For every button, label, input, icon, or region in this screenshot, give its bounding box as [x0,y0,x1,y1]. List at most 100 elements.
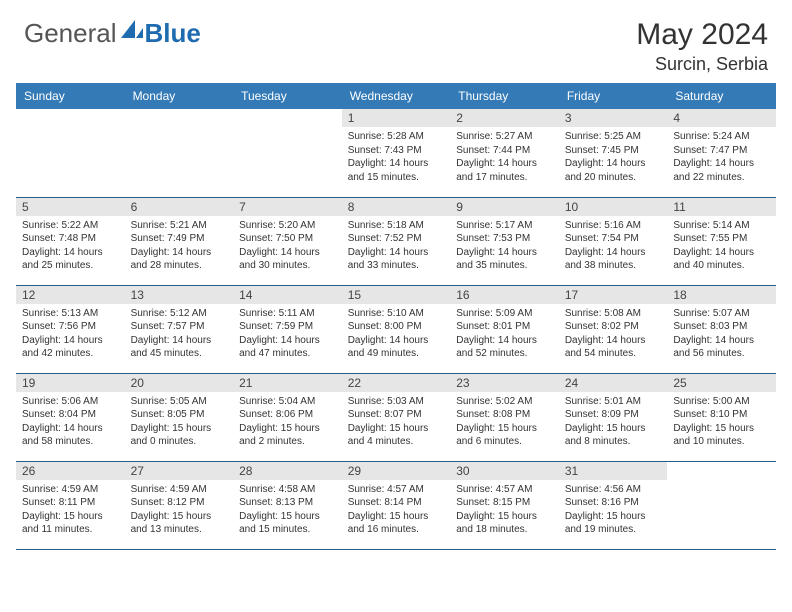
sunset-line: Sunset: 7:44 PM [456,144,553,158]
calendar-day-cell: 9Sunrise: 5:17 AMSunset: 7:53 PMDaylight… [450,197,559,285]
month-year: May 2024 [636,18,768,52]
calendar-week-row: 5Sunrise: 5:22 AMSunset: 7:48 PMDaylight… [16,197,776,285]
sunset-line: Sunset: 7:57 PM [131,320,228,334]
daylight-line: and 38 minutes. [565,259,662,273]
sunset-line: Sunset: 8:07 PM [348,408,445,422]
calendar-day-cell: 30Sunrise: 4:57 AMSunset: 8:15 PMDayligh… [450,461,559,549]
day-number: 17 [559,286,668,304]
day-content: Sunrise: 5:13 AMSunset: 7:56 PMDaylight:… [16,304,125,365]
daylight-line: and 18 minutes. [456,523,553,537]
daylight-line: Daylight: 15 hours [673,422,770,436]
calendar-day-cell: 2Sunrise: 5:27 AMSunset: 7:44 PMDaylight… [450,109,559,197]
daylight-line: and 28 minutes. [131,259,228,273]
sail-icon [121,20,143,38]
day-content: Sunrise: 4:57 AMSunset: 8:15 PMDaylight:… [450,480,559,541]
sunrise-line: Sunrise: 5:12 AM [131,307,228,321]
daylight-line: and 40 minutes. [673,259,770,273]
sunrise-line: Sunrise: 5:09 AM [456,307,553,321]
logo-text-general: General [24,18,117,49]
daylight-line: Daylight: 14 hours [456,157,553,171]
daylight-line: and 33 minutes. [348,259,445,273]
sunset-line: Sunset: 7:48 PM [22,232,119,246]
sunrise-line: Sunrise: 4:57 AM [348,483,445,497]
day-number: 3 [559,109,668,127]
daylight-line: Daylight: 15 hours [239,510,336,524]
daylight-line: and 42 minutes. [22,347,119,361]
day-number [125,109,234,127]
weekday-header: Wednesday [342,83,451,109]
daylight-line: Daylight: 15 hours [456,510,553,524]
sunset-line: Sunset: 8:15 PM [456,496,553,510]
day-content: Sunrise: 5:01 AMSunset: 8:09 PMDaylight:… [559,392,668,453]
day-content: Sunrise: 5:28 AMSunset: 7:43 PMDaylight:… [342,127,451,188]
sunrise-line: Sunrise: 5:20 AM [239,219,336,233]
sunset-line: Sunset: 7:59 PM [239,320,336,334]
day-content: Sunrise: 5:04 AMSunset: 8:06 PMDaylight:… [233,392,342,453]
day-number: 18 [667,286,776,304]
calendar-day-cell: 15Sunrise: 5:10 AMSunset: 8:00 PMDayligh… [342,285,451,373]
daylight-line: and 22 minutes. [673,171,770,185]
daylight-line: Daylight: 15 hours [565,422,662,436]
day-content: Sunrise: 5:27 AMSunset: 7:44 PMDaylight:… [450,127,559,188]
daylight-line: and 15 minutes. [348,171,445,185]
day-content: Sunrise: 5:14 AMSunset: 7:55 PMDaylight:… [667,216,776,277]
sunrise-line: Sunrise: 5:28 AM [348,130,445,144]
sunset-line: Sunset: 8:08 PM [456,408,553,422]
day-number: 25 [667,374,776,392]
sunrise-line: Sunrise: 5:11 AM [239,307,336,321]
calendar-day-cell: 24Sunrise: 5:01 AMSunset: 8:09 PMDayligh… [559,373,668,461]
sunrise-line: Sunrise: 4:58 AM [239,483,336,497]
day-content: Sunrise: 5:06 AMSunset: 8:04 PMDaylight:… [16,392,125,453]
calendar-day-cell: 17Sunrise: 5:08 AMSunset: 8:02 PMDayligh… [559,285,668,373]
sunrise-line: Sunrise: 5:08 AM [565,307,662,321]
daylight-line: and 4 minutes. [348,435,445,449]
sunrise-line: Sunrise: 5:16 AM [565,219,662,233]
day-content: Sunrise: 5:10 AMSunset: 8:00 PMDaylight:… [342,304,451,365]
daylight-line: Daylight: 14 hours [22,334,119,348]
day-number: 8 [342,198,451,216]
sunset-line: Sunset: 8:16 PM [565,496,662,510]
sunset-line: Sunset: 7:54 PM [565,232,662,246]
calendar-day-cell: 25Sunrise: 5:00 AMSunset: 8:10 PMDayligh… [667,373,776,461]
sunrise-line: Sunrise: 5:01 AM [565,395,662,409]
day-number: 27 [125,462,234,480]
sunrise-line: Sunrise: 4:59 AM [131,483,228,497]
sunrise-line: Sunrise: 5:25 AM [565,130,662,144]
daylight-line: and 30 minutes. [239,259,336,273]
day-number: 6 [125,198,234,216]
calendar-day-cell: 28Sunrise: 4:58 AMSunset: 8:13 PMDayligh… [233,461,342,549]
daylight-line: Daylight: 15 hours [456,422,553,436]
sunrise-line: Sunrise: 5:07 AM [673,307,770,321]
daylight-line: Daylight: 14 hours [673,334,770,348]
sunset-line: Sunset: 8:00 PM [348,320,445,334]
day-number: 2 [450,109,559,127]
calendar-table: SundayMondayTuesdayWednesdayThursdayFrid… [16,83,776,550]
day-number: 24 [559,374,668,392]
daylight-line: and 13 minutes. [131,523,228,537]
calendar-day-cell: 27Sunrise: 4:59 AMSunset: 8:12 PMDayligh… [125,461,234,549]
daylight-line: Daylight: 15 hours [22,510,119,524]
sunrise-line: Sunrise: 4:57 AM [456,483,553,497]
sunrise-line: Sunrise: 5:04 AM [239,395,336,409]
day-number: 26 [16,462,125,480]
daylight-line: and 49 minutes. [348,347,445,361]
day-number: 23 [450,374,559,392]
calendar-day-cell: 26Sunrise: 4:59 AMSunset: 8:11 PMDayligh… [16,461,125,549]
daylight-line: Daylight: 15 hours [348,422,445,436]
daylight-line: and 54 minutes. [565,347,662,361]
sunset-line: Sunset: 8:14 PM [348,496,445,510]
daylight-line: and 2 minutes. [239,435,336,449]
sunset-line: Sunset: 7:52 PM [348,232,445,246]
calendar-day-cell [233,109,342,197]
day-content: Sunrise: 5:20 AMSunset: 7:50 PMDaylight:… [233,216,342,277]
daylight-line: and 6 minutes. [456,435,553,449]
day-content: Sunrise: 5:18 AMSunset: 7:52 PMDaylight:… [342,216,451,277]
daylight-line: Daylight: 15 hours [565,510,662,524]
calendar-day-cell: 23Sunrise: 5:02 AMSunset: 8:08 PMDayligh… [450,373,559,461]
sunset-line: Sunset: 8:09 PM [565,408,662,422]
day-number [233,109,342,127]
day-content: Sunrise: 5:07 AMSunset: 8:03 PMDaylight:… [667,304,776,365]
day-number: 11 [667,198,776,216]
day-content: Sunrise: 4:56 AMSunset: 8:16 PMDaylight:… [559,480,668,541]
daylight-line: and 56 minutes. [673,347,770,361]
